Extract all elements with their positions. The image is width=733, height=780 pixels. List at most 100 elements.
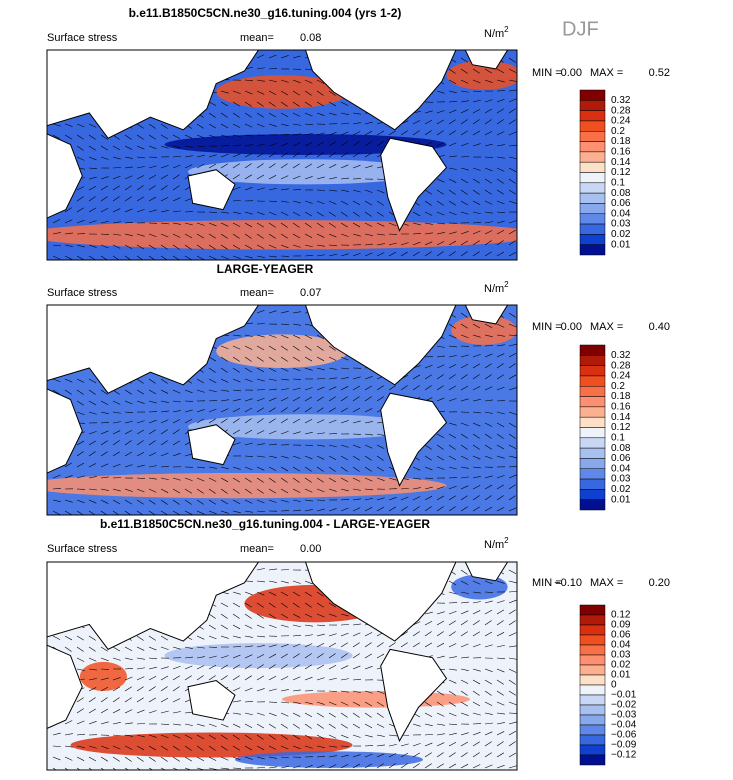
wind-arrow <box>460 109 469 114</box>
wind-arrow <box>340 253 349 257</box>
wind-arrow <box>424 356 434 358</box>
wind-arrow <box>448 656 457 659</box>
wind-arrow <box>76 635 84 641</box>
wind-arrow <box>244 645 253 648</box>
wind-arrow <box>148 465 157 468</box>
colorbar-label: 0.24 <box>611 116 631 127</box>
wind-arrow <box>412 211 421 217</box>
units: N/m <box>484 28 504 40</box>
wind-arrow <box>412 233 422 235</box>
wind-arrow <box>172 665 181 670</box>
wind-arrow <box>340 477 349 483</box>
wind-arrow <box>352 189 361 193</box>
wind-arrow <box>316 90 324 96</box>
wind-arrow <box>472 363 480 369</box>
wind-arrow <box>196 145 205 148</box>
wind-arrow <box>364 385 372 391</box>
wind-arrow <box>484 251 492 257</box>
wind-arrow <box>436 701 444 707</box>
wind-arrow <box>412 487 421 490</box>
wind-arrow <box>256 255 265 258</box>
wind-arrow <box>400 743 409 747</box>
wind-arrow <box>100 389 108 395</box>
wind-arrow <box>172 134 181 140</box>
wind-arrow <box>292 367 301 372</box>
wind-arrow <box>88 767 93 770</box>
wind-arrow <box>364 745 374 747</box>
wind-arrow <box>292 175 301 180</box>
wind-arrow <box>400 642 408 648</box>
wind-arrow <box>208 675 216 681</box>
wind-arrow <box>352 734 361 738</box>
wind-arrow <box>160 465 169 468</box>
wind-arrow <box>124 499 133 505</box>
wind-arrow <box>256 244 265 249</box>
wind-arrow <box>508 455 517 459</box>
season-label: DJF <box>562 18 599 40</box>
wind-arrow <box>244 756 253 760</box>
wind-arrow <box>220 635 229 639</box>
wind-arrow <box>256 79 265 82</box>
wind-arrow <box>472 221 481 224</box>
wind-arrow <box>388 753 397 758</box>
wind-arrow <box>292 701 301 704</box>
colorbar-box <box>579 754 606 766</box>
wind-arrow <box>268 644 277 648</box>
wind-arrow <box>328 222 336 228</box>
wind-arrow <box>484 690 492 696</box>
wind-arrow <box>412 374 421 380</box>
wind-arrow <box>508 68 517 73</box>
wind-arrow <box>340 420 349 424</box>
wind-arrow <box>220 466 229 470</box>
wind-arrow <box>388 233 398 235</box>
wind-arrow <box>388 251 397 257</box>
wind-arrow <box>328 141 336 147</box>
wind-arrow <box>460 569 468 575</box>
wind-arrow <box>424 763 432 769</box>
wind-arrow <box>496 98 505 103</box>
wind-arrow <box>256 443 265 446</box>
wind-arrow <box>484 221 493 224</box>
wind-arrow <box>220 734 228 740</box>
wind-arrow <box>352 712 360 718</box>
wind-arrow <box>52 767 57 770</box>
wind-arrow <box>64 646 72 652</box>
wind-arrow <box>496 108 504 114</box>
wind-arrow <box>220 112 228 118</box>
colorbar-box <box>579 396 606 408</box>
wind-arrow <box>160 734 169 739</box>
colorbar-label: 0.06 <box>611 198 631 209</box>
wind-arrow <box>508 363 516 369</box>
wind-arrow <box>388 763 396 769</box>
wind-arrow <box>244 334 253 337</box>
wind-arrow <box>220 664 229 670</box>
wind-arrow <box>508 57 516 63</box>
wind-arrow <box>472 580 481 585</box>
wind-arrow <box>280 112 289 118</box>
map-frame <box>46 49 518 261</box>
wind-arrow <box>292 163 300 169</box>
wind-arrow <box>208 378 217 384</box>
wind-arrow <box>316 624 325 626</box>
wind-arrow <box>400 487 409 490</box>
wind-arrow <box>160 389 169 394</box>
wind-arrow <box>352 665 361 670</box>
wind-arrow <box>136 233 145 237</box>
wind-arrow <box>436 655 445 659</box>
wind-arrow <box>244 745 253 751</box>
wind-arrow <box>232 723 241 728</box>
wind-arrow <box>76 440 85 446</box>
wind-arrow <box>172 734 181 739</box>
wind-arrow <box>424 130 432 136</box>
wind-arrow <box>148 646 157 651</box>
wind-arrow <box>136 166 145 169</box>
wind-arrow <box>484 679 492 685</box>
wind-arrow <box>136 464 145 468</box>
field-blob <box>446 60 517 90</box>
wind-arrow <box>64 475 73 479</box>
colorbar-box <box>579 120 606 132</box>
wind-arrow <box>472 119 480 125</box>
wind-arrow <box>220 399 229 402</box>
wind-arrow <box>352 122 361 125</box>
wind-arrow <box>484 475 493 479</box>
